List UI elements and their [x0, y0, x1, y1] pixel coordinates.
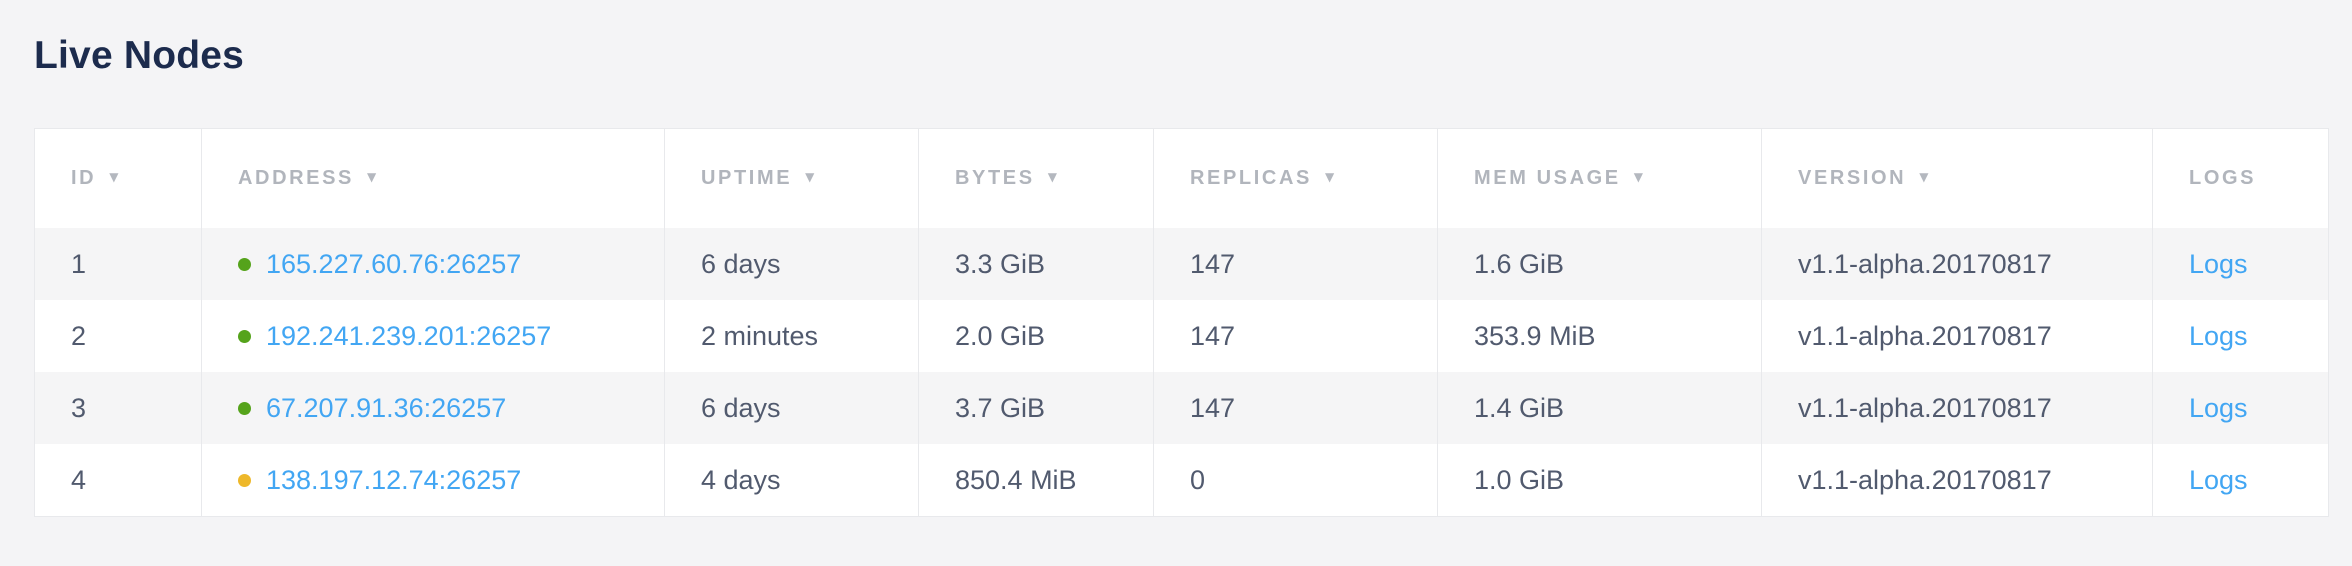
column-header-label: REPLICAS — [1190, 167, 1312, 189]
sort-descending-icon: ▼ — [109, 170, 122, 184]
node-status-dot — [238, 473, 251, 487]
column-header-uptime[interactable]: UPTIME ▼ — [664, 128, 919, 228]
node-replicas-cell: 147 — [1153, 228, 1438, 300]
table-row: 4 138.197.12.74:26257 4 days 850.4 MiB 0… — [35, 444, 2329, 517]
live-nodes-table: ID ▼ ADDRESS ▼ UPTIME ▼ BYTES ▼ REPLICAS ▼ ME… — [34, 128, 2329, 517]
column-header-version[interactable]: VERSION ▼ — [1761, 128, 2153, 228]
node-version-cell: v1.1-alpha.20170817 — [1761, 300, 2153, 372]
node-logs-cell: Logs — [2152, 228, 2329, 300]
node-status-dot — [238, 257, 251, 271]
sort-descending-icon: ▼ — [1633, 170, 1646, 184]
node-logs-cell: Logs — [2152, 300, 2329, 372]
node-logs-cell: Logs — [2152, 372, 2329, 444]
node-status-dot — [238, 401, 251, 415]
page-title: Live Nodes — [34, 34, 245, 77]
node-uptime-cell: 6 days — [664, 372, 919, 444]
column-header-label: ADDRESS — [238, 167, 354, 189]
node-address-link[interactable]: 192.241.239.201:26257 — [266, 320, 552, 351]
node-status-dot — [238, 329, 251, 343]
node-logs-link[interactable]: Logs — [2189, 320, 2248, 351]
node-version-cell: v1.1-alpha.20170817 — [1761, 372, 2153, 444]
column-header-id[interactable]: ID ▼ — [35, 129, 202, 229]
node-version-cell: v1.1-alpha.20170817 — [1761, 444, 2153, 517]
sort-descending-icon: ▼ — [1047, 170, 1060, 184]
node-logs-cell: Logs — [2152, 444, 2329, 517]
node-id-cell: 3 — [71, 392, 87, 423]
column-header-label: VERSION — [1798, 167, 1907, 189]
sort-descending-icon: ▼ — [805, 170, 818, 184]
column-header-bytes[interactable]: BYTES ▼ — [918, 128, 1154, 228]
sort-descending-icon: ▼ — [1324, 170, 1337, 184]
node-uptime-cell: 2 minutes — [664, 300, 919, 372]
node-address-cell: 67.207.91.36:26257 — [201, 372, 665, 444]
column-header-mem-usage[interactable]: MEM USAGE ▼ — [1437, 128, 1762, 228]
node-replicas-cell: 0 — [1153, 444, 1438, 517]
column-header-logs: LOGS — [2152, 128, 2329, 228]
node-address-cell: 165.227.60.76:26257 — [201, 228, 665, 300]
node-address-cell: 192.241.239.201:26257 — [201, 300, 665, 372]
node-version-cell: v1.1-alpha.20170817 — [1761, 228, 2153, 300]
node-uptime-cell: 6 days — [664, 228, 919, 300]
node-address-cell: 138.197.12.74:26257 — [201, 444, 665, 517]
node-bytes-cell: 3.3 GiB — [918, 228, 1154, 300]
node-logs-link[interactable]: Logs — [2189, 248, 2248, 279]
node-address-link[interactable]: 165.227.60.76:26257 — [266, 248, 522, 279]
column-header-label: MEM USAGE — [1474, 167, 1621, 189]
node-bytes-cell: 2.0 GiB — [918, 300, 1154, 372]
node-id-cell: 4 — [71, 464, 87, 495]
column-header-label: ID — [71, 167, 97, 189]
table-row: 3 67.207.91.36:26257 6 days 3.7 GiB 147 … — [34, 372, 2329, 444]
sort-descending-icon: ▼ — [1919, 170, 1932, 184]
node-id-cell: 1 — [71, 248, 87, 279]
column-header-label: LOGS — [2189, 167, 2257, 189]
node-logs-link[interactable]: Logs — [2189, 392, 2248, 423]
node-mem-usage-cell: 1.0 GiB — [1437, 444, 1762, 517]
node-bytes-cell: 850.4 MiB — [918, 444, 1154, 517]
column-header-replicas[interactable]: REPLICAS ▼ — [1153, 128, 1438, 228]
column-header-label: UPTIME — [701, 167, 793, 189]
node-mem-usage-cell: 1.6 GiB — [1437, 228, 1762, 300]
node-uptime-cell: 4 days — [664, 444, 919, 517]
table-row: 2 192.241.239.201:26257 2 minutes 2.0 Gi… — [35, 300, 2329, 372]
node-replicas-cell: 147 — [1153, 300, 1438, 372]
node-address-link[interactable]: 67.207.91.36:26257 — [266, 392, 507, 423]
table-header-row: ID ▼ ADDRESS ▼ UPTIME ▼ BYTES ▼ REPLICAS ▼ ME… — [35, 128, 2329, 229]
column-header-address[interactable]: ADDRESS ▼ — [201, 128, 665, 228]
node-id-cell: 2 — [71, 320, 87, 351]
node-mem-usage-cell: 353.9 MiB — [1437, 300, 1762, 372]
node-mem-usage-cell: 1.4 GiB — [1437, 372, 1762, 444]
sort-descending-icon: ▼ — [367, 170, 379, 184]
column-header-label: BYTES — [955, 167, 1035, 189]
node-bytes-cell: 3.7 GiB — [918, 372, 1154, 444]
node-replicas-cell: 147 — [1153, 372, 1438, 444]
node-address-link[interactable]: 138.197.12.74:26257 — [266, 464, 522, 495]
table-row: 1 165.227.60.76:26257 6 days 3.3 GiB 147… — [34, 228, 2329, 300]
node-logs-link[interactable]: Logs — [2189, 464, 2248, 495]
